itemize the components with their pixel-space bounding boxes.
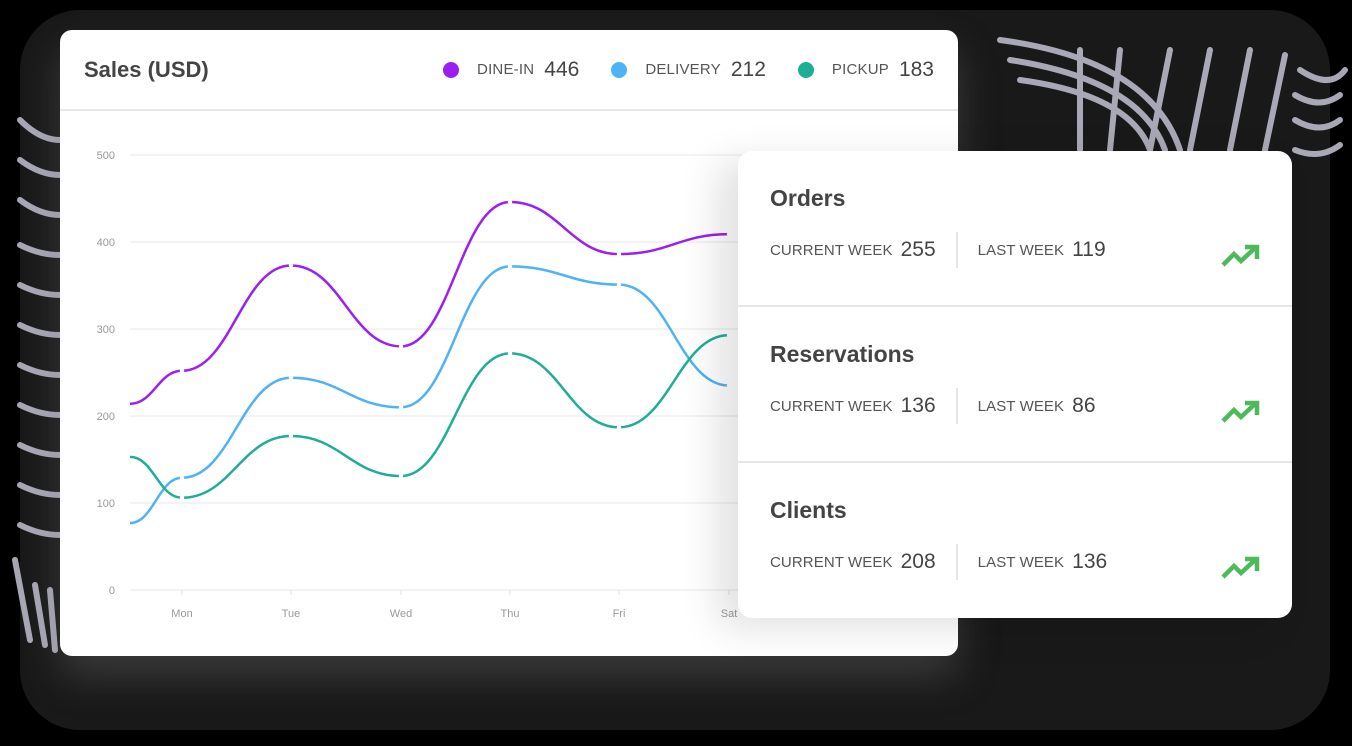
data-point[interactable]: [726, 383, 732, 388]
legend-value: 446: [544, 57, 580, 81]
sales-card-header: Sales (USD) DINE-IN 446 DELIVERY 212 PIC…: [60, 30, 958, 111]
current-week-group: CURRENT WEEK 136: [770, 394, 936, 418]
sales-line-chart: 0 100 200 300 400 500 Mon Tue Wed Thu Fri Sat: [97, 150, 958, 620]
stat-title: Clients: [770, 497, 847, 523]
last-week-value: 136: [1072, 550, 1108, 573]
y-tick-label: 200: [97, 411, 115, 423]
data-point[interactable]: [616, 282, 622, 287]
stat-row: CURRENT WEEK 208 LAST WEEK 136: [770, 544, 1260, 580]
y-tick-label: 100: [97, 498, 115, 510]
legend-item-dine-in[interactable]: DINE-IN 446: [443, 58, 579, 82]
trending-up-icon: [1221, 556, 1260, 579]
y-tick-label: 0: [109, 585, 115, 597]
chart-legend: DINE-IN 446 DELIVERY 212 PICKUP 183: [443, 58, 934, 82]
current-week-value: 255: [900, 238, 936, 261]
stat-title: Reservations: [770, 341, 915, 367]
legend-value: 183: [898, 57, 934, 81]
y-tick-label: 300: [97, 324, 115, 336]
legend-label: DINE-IN: [477, 61, 535, 78]
data-point[interactable]: [507, 264, 513, 269]
x-tick-label: Wed: [390, 608, 412, 620]
current-week-value: 208: [900, 550, 936, 573]
current-week-label: CURRENT WEEK: [770, 553, 893, 571]
weekly-stats-card: Orders CURRENT WEEK 255 LAST WEEK 119 Re…: [738, 151, 1292, 618]
current-week-label: CURRENT WEEK: [770, 397, 893, 415]
current-week-group: CURRENT WEEK 208: [770, 550, 936, 574]
data-point[interactable]: [288, 263, 294, 268]
data-point[interactable]: [288, 433, 294, 439]
delivery-dot-icon: [611, 61, 628, 78]
data-point[interactable]: [179, 368, 185, 373]
x-tick-label: Sat: [721, 608, 738, 620]
dine-in-dot-icon: [443, 61, 460, 78]
y-tick-label: 400: [97, 237, 115, 249]
x-tick-label: Thu: [501, 608, 520, 620]
legend-label: PICKUP: [831, 61, 889, 78]
pickup-dot-icon: [797, 61, 814, 78]
x-axis: Mon Tue Wed Thu Fri Sat: [171, 590, 737, 620]
trending-up-icon: [1221, 400, 1260, 423]
stat-title: Orders: [770, 185, 846, 211]
chart-series: [129, 199, 732, 525]
data-point[interactable]: [507, 351, 513, 356]
current-week-group: CURRENT WEEK 255: [770, 238, 936, 262]
data-point[interactable]: [398, 344, 404, 349]
stat-row: CURRENT WEEK 255 LAST WEEK 119: [770, 232, 1260, 268]
last-week-value: 86: [1072, 394, 1096, 417]
x-tick-label: Tue: [282, 608, 301, 620]
data-point[interactable]: [507, 199, 513, 205]
last-week-label: LAST WEEK: [977, 397, 1065, 415]
data-point[interactable]: [398, 473, 404, 479]
legend-value: 212: [730, 57, 766, 81]
legend-item-pickup[interactable]: PICKUP 183: [797, 57, 934, 82]
last-week-label: LAST WEEK: [977, 553, 1065, 571]
sales-title: Sales (USD): [84, 56, 209, 82]
series-line-delivery[interactable]: [129, 265, 730, 525]
series-line-dine-in[interactable]: [129, 200, 730, 406]
divider: [955, 232, 958, 268]
data-point[interactable]: [398, 405, 404, 410]
data-point[interactable]: [288, 375, 294, 380]
x-tick-label: Mon: [171, 608, 192, 620]
legend-label: DELIVERY: [645, 61, 721, 78]
stat-orders: Orders CURRENT WEEK 255 LAST WEEK 119: [738, 151, 1292, 307]
data-point[interactable]: [726, 332, 732, 338]
data-point[interactable]: [616, 425, 622, 430]
divider: [955, 544, 958, 580]
divider: [955, 388, 958, 424]
last-week-group: LAST WEEK 119: [978, 238, 1106, 262]
current-week-value: 136: [900, 394, 936, 417]
data-point[interactable]: [179, 495, 185, 500]
y-tick-label: 500: [97, 150, 115, 162]
legend-item-delivery[interactable]: DELIVERY 212: [611, 58, 766, 82]
current-week-label: CURRENT WEEK: [770, 241, 893, 259]
trending-up-icon: [1221, 244, 1260, 267]
last-week-group: LAST WEEK 136: [978, 550, 1108, 574]
last-week-label: LAST WEEK: [977, 241, 1065, 259]
stat-clients: Clients CURRENT WEEK 208 LAST WEEK 136: [738, 463, 1292, 618]
last-week-value: 119: [1072, 238, 1106, 261]
stat-row: CURRENT WEEK 136 LAST WEEK 86: [770, 388, 1260, 424]
stat-reservations: Reservations CURRENT WEEK 136 LAST WEEK …: [738, 307, 1292, 463]
last-week-group: LAST WEEK 86: [978, 394, 1096, 418]
data-point[interactable]: [726, 231, 732, 237]
data-point[interactable]: [616, 251, 622, 257]
x-tick-label: Fri: [613, 608, 626, 620]
y-axis: 0 100 200 300 400 500: [97, 150, 115, 597]
data-point[interactable]: [179, 475, 185, 480]
